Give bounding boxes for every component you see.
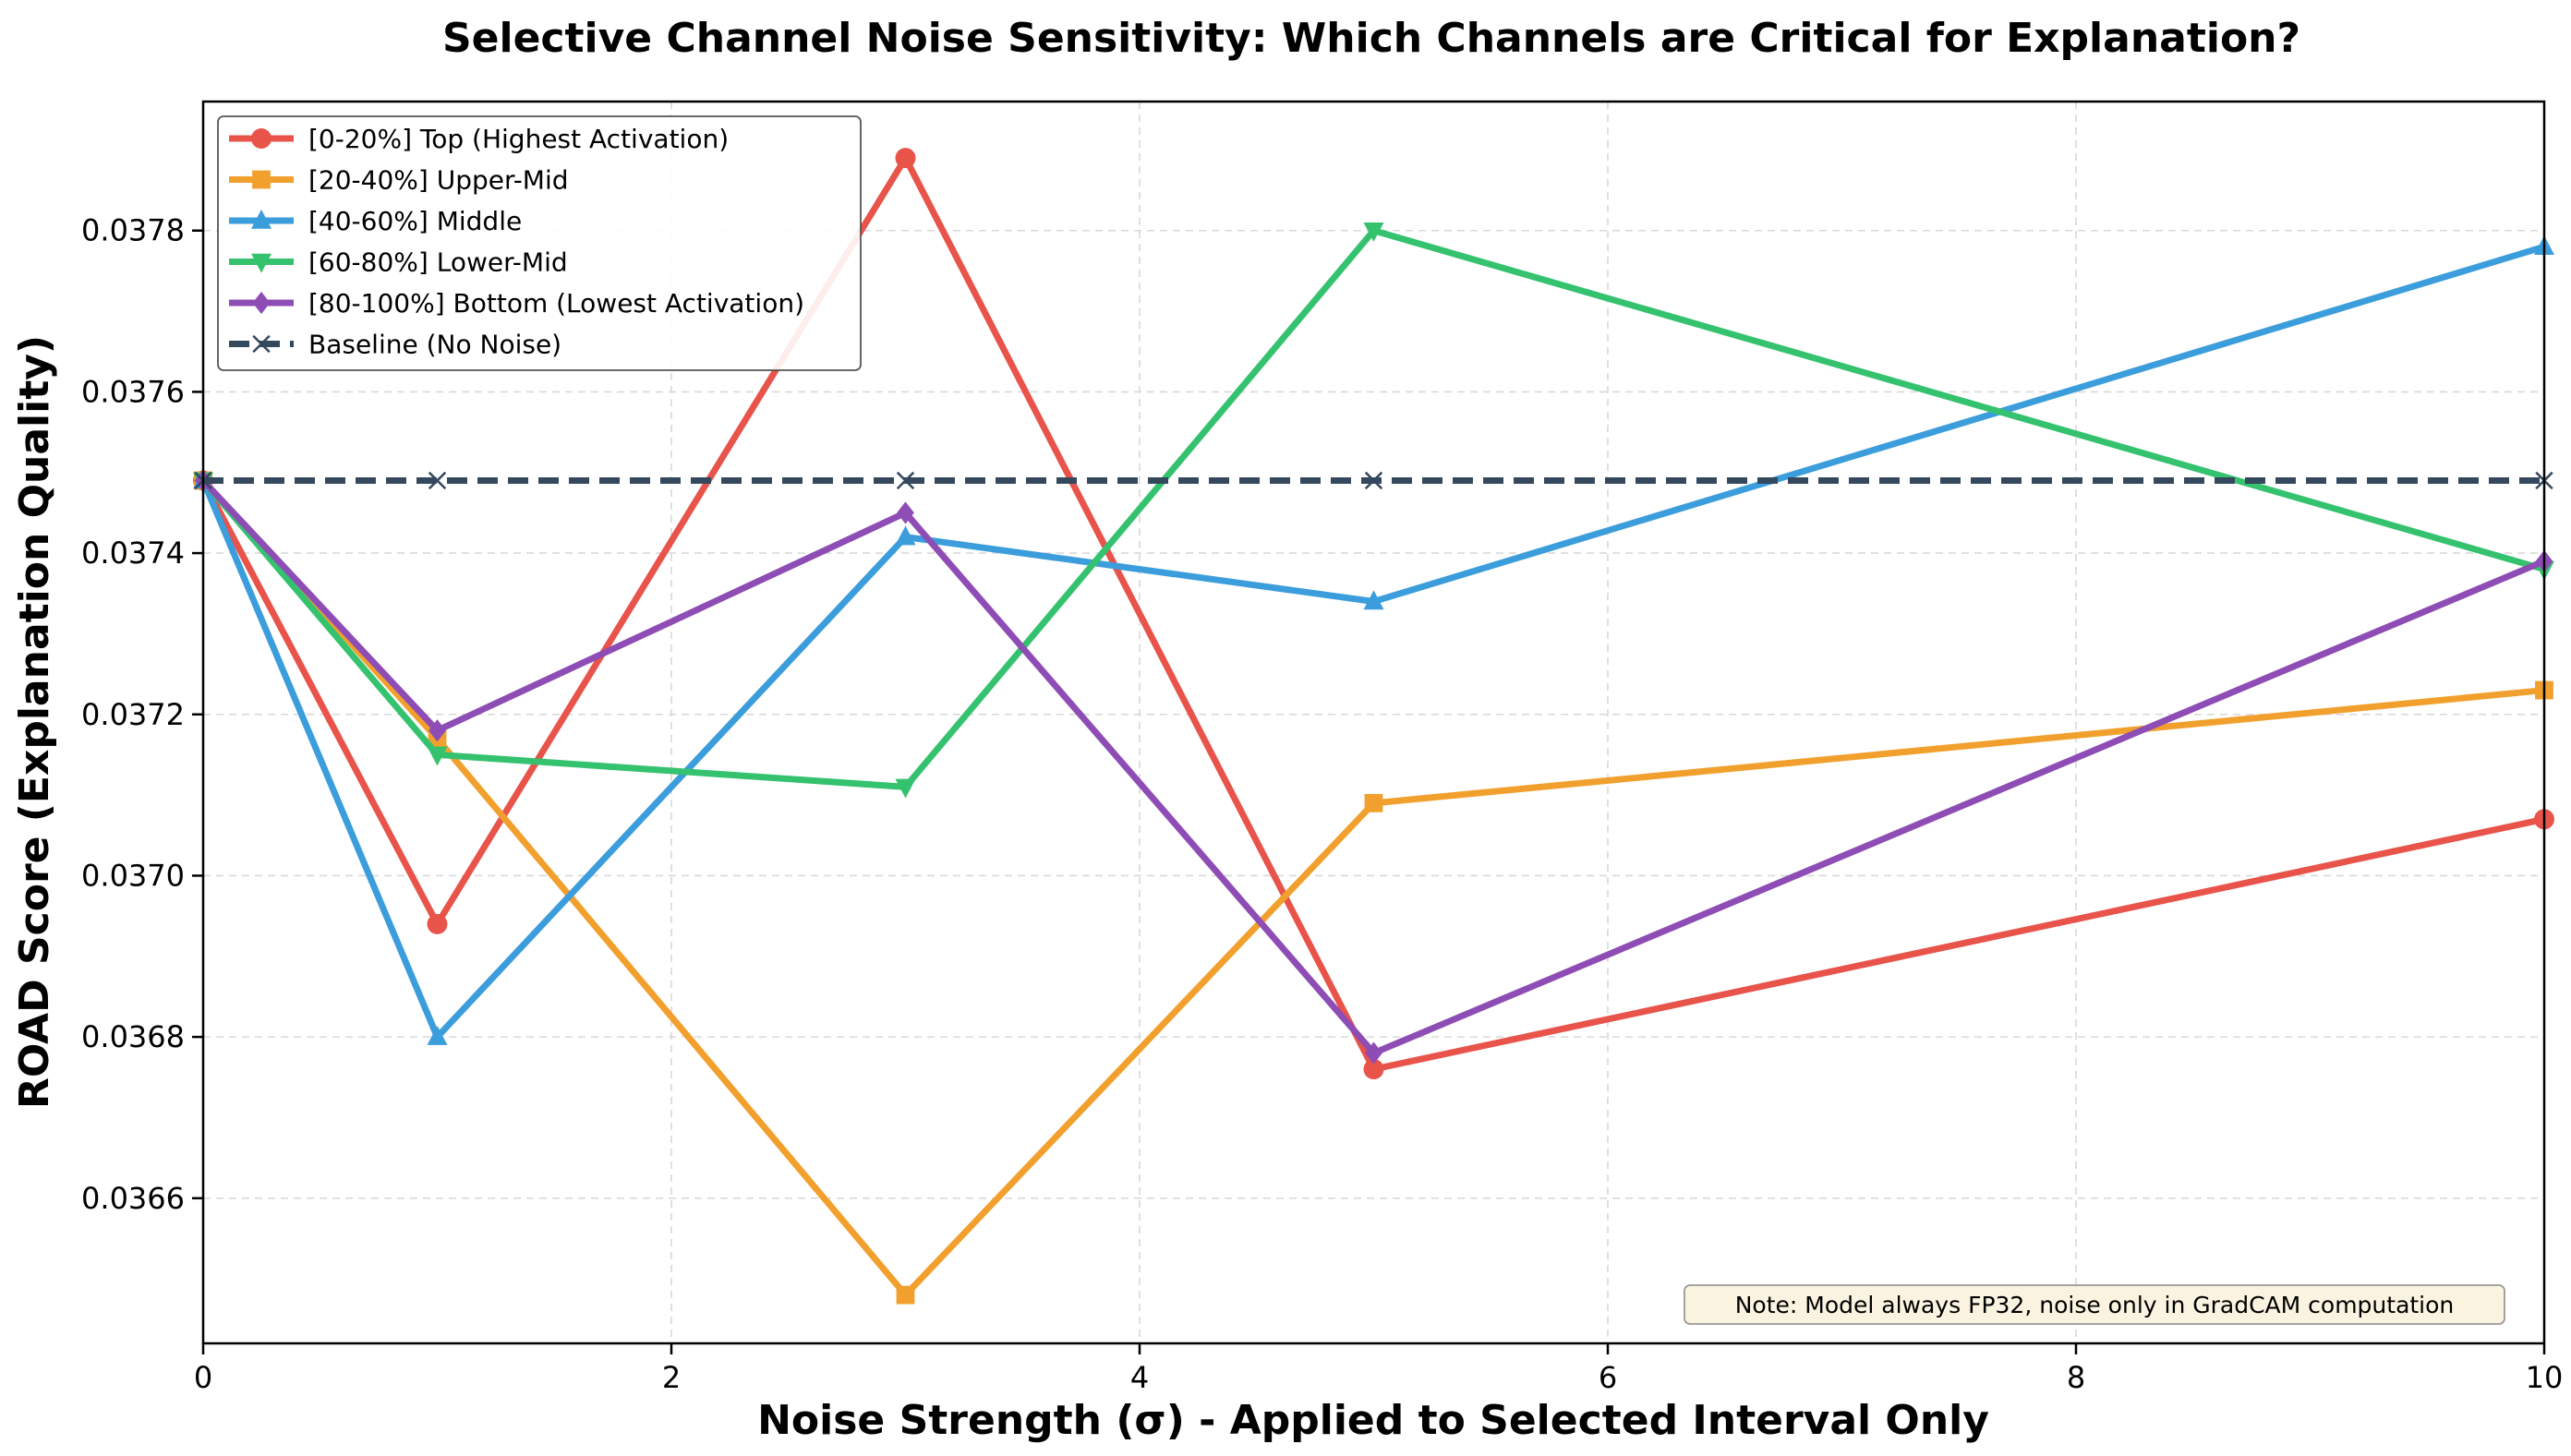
series-6-point [896,471,915,490]
x-axis-label: Noise Strength (σ) - Applied to Selected… [757,1397,1989,1444]
legend-marker [252,334,271,354]
series-6 [194,471,2553,490]
legend-item: [0-20%] Top (Highest Activation) [229,124,729,154]
plot-frame [201,100,2546,1345]
series-4-point [427,746,448,766]
legend-box [217,115,862,371]
legend-item: [60-80%] Lower-Mid [229,247,568,278]
chart-title: Selective Channel Noise Sensitivity: Whi… [442,15,2300,62]
series-2-point [896,1285,915,1305]
x-tick-label: 6 [1599,1360,1617,1395]
legend: [0-20%] Top (Highest Activation) [20-40%]… [217,115,862,371]
legend-marker [251,209,272,229]
x-tick-label: 10 [2526,1360,2564,1395]
annotation-box [1684,1284,2505,1325]
series-4-point [895,778,916,799]
series-3-point [895,525,916,546]
series-1-point [895,148,916,169]
legend-item: [40-60%] Middle [229,206,522,236]
legend-item: [20-40%] Upper-Mid [229,165,569,196]
legend-label: [20-40%] Upper-Mid [308,165,569,196]
y-tick-label: 0.0372 [81,697,185,732]
series-2-point [1364,793,1383,812]
series-5-point [897,501,914,524]
y-tick-label: 0.0370 [81,858,185,893]
y-tick-label: 0.0376 [81,374,185,409]
y-tick-label: 0.0378 [81,213,185,248]
y-tick-label: 0.0368 [81,1019,185,1054]
legend-marker [252,170,271,189]
series-5-point [428,719,446,742]
legend-label: [40-60%] Middle [308,206,522,236]
legend-marker [251,253,272,273]
annotation-text: Note: Model always FP32, noise only in G… [1735,1292,2455,1318]
x-tick-label: 2 [662,1360,681,1395]
series-layer [193,148,2554,1305]
series-5 [194,469,2553,1065]
series-6-point [428,471,447,490]
legend-label: [60-80%] Lower-Mid [308,247,568,278]
series-6-point [1364,471,1383,490]
series-5-line [200,478,2546,1057]
legend-item: [80-100%] Bottom (Lowest Activation) [229,288,804,319]
annotation-note: Note: Model always FP32, noise only in G… [1684,1284,2505,1325]
x-tick-label: 8 [2067,1360,2085,1395]
y-tick-label: 0.0366 [81,1181,185,1216]
series-1-point [1363,1059,1384,1080]
series-3-point [427,1026,448,1045]
series-4-point [1363,222,1384,242]
legend-label: [80-100%] Bottom (Lowest Activation) [308,288,804,319]
x-tick-label: 0 [194,1360,212,1395]
legend-label: [0-20%] Top (Highest Activation) [308,124,729,154]
series-5-point [1365,1041,1382,1065]
series-1-point [427,913,448,934]
y-tick-label: 0.0374 [81,535,185,571]
legend-marker [251,128,272,149]
x-tick-label: 4 [1130,1360,1149,1395]
ticks: 0 2 4 6 8 10 0.0366 0.0368 0.0370 0.0372 0.0374 0.0… [81,213,2563,1395]
legend-label: Baseline (No Noise) [308,330,561,360]
y-axis-label: ROAD Score (Explanation Quality) [11,335,58,1109]
legend-marker [252,291,271,315]
series-3-point [1363,590,1384,610]
legend-item: Baseline (No Noise) [229,330,561,360]
